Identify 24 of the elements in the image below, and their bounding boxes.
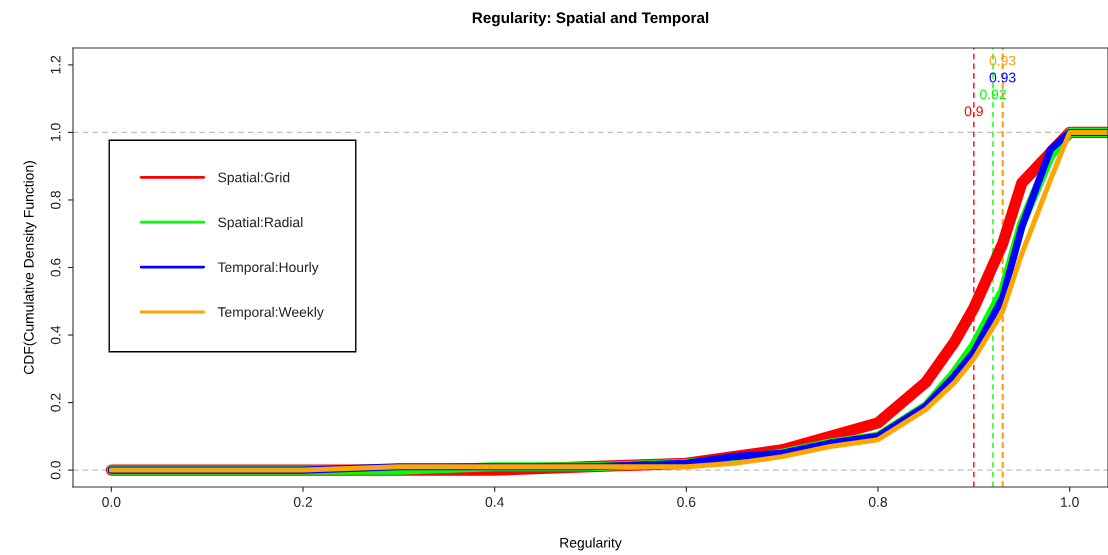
x-tick-label: 0.4 xyxy=(485,497,504,507)
legend-label: Spatial:Radial xyxy=(218,217,303,230)
y-tick-label: 0.8 xyxy=(50,190,61,210)
y-axis-title: CDF(Cumulative Density Function) xyxy=(23,161,37,375)
y-tick-label: 1.2 xyxy=(50,55,61,74)
y-tick-label: 0.2 xyxy=(50,393,61,412)
x-tick-label: 0.2 xyxy=(293,497,312,507)
legend-label: Temporal:Weekly xyxy=(217,306,324,320)
ref-line-label: 0.93 xyxy=(989,55,1016,66)
y-tick-label: 0.0 xyxy=(50,461,61,480)
legend-label: Spatial:Grid xyxy=(218,172,290,186)
y-tick-label: 0.6 xyxy=(50,258,61,277)
chart-title: Regularity: Spatial and Temporal xyxy=(472,11,709,27)
x-tick-label: 1.0 xyxy=(1061,497,1079,507)
y-tick-label: 0.4 xyxy=(50,325,61,345)
x-tick-label: 0.8 xyxy=(868,497,888,507)
legend-label: Temporal:Hourly xyxy=(217,261,319,275)
x-tick-label: 0.6 xyxy=(677,497,696,507)
ref-line-label: 0.92 xyxy=(980,89,1006,100)
y-tick-label: 1.0 xyxy=(50,123,61,142)
ref-line-label: 0.9 xyxy=(964,106,983,117)
ref-line-label: 0.93 xyxy=(989,72,1016,83)
x-axis-title: Regularity xyxy=(560,537,622,551)
x-tick-label: 0.0 xyxy=(102,497,121,507)
